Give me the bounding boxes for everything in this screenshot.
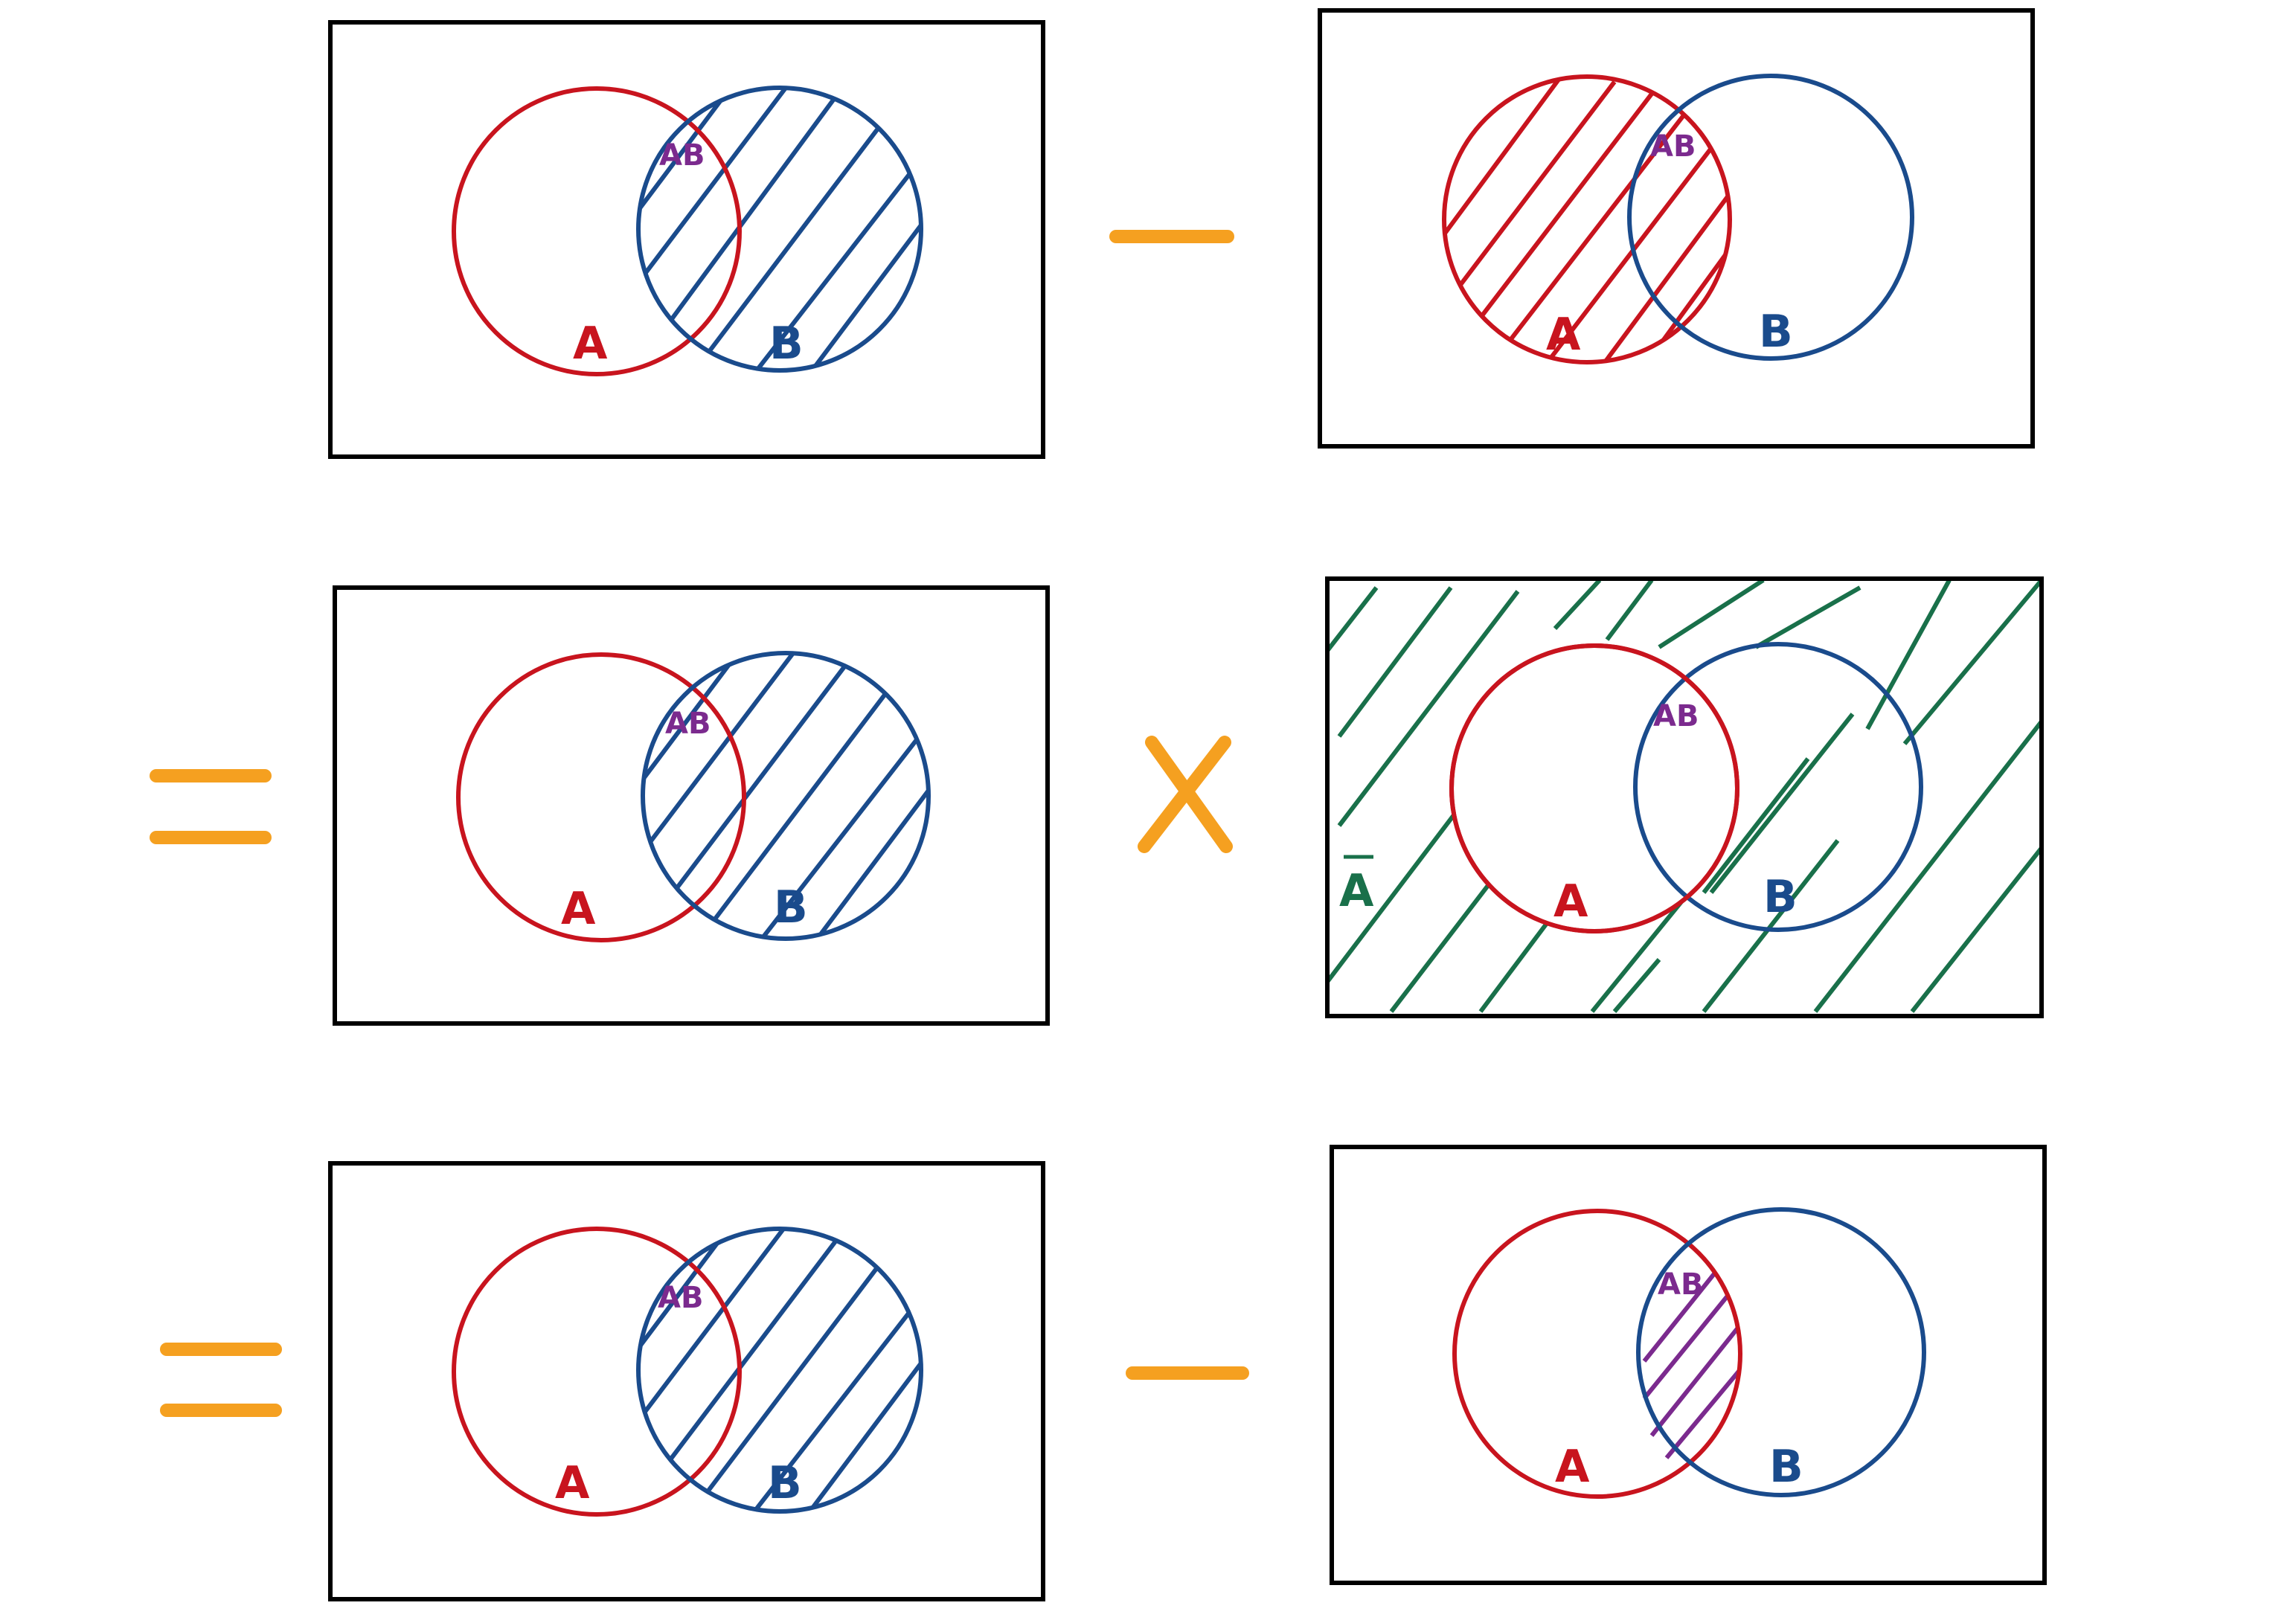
venn-diagram-row2-right: A B AB A [1325,576,2044,1018]
hatch-a [1444,77,1730,362]
label-ab: AB [659,138,705,173]
label-a: A [573,318,608,370]
hatch-complement-a [1327,579,2042,1013]
universe-frame [328,20,1045,459]
venn-diagram-row3-left: A B AB [328,1161,1045,1601]
set-a-circle [452,1227,742,1517]
set-b-circle [1636,1207,1926,1497]
redraw-a-over-b [1449,643,1739,934]
multiplication-sign [1138,736,1233,853]
label-ab: AB [1653,699,1699,733]
set-a-circle [452,86,742,376]
universe-frame [1325,576,2044,1018]
universe-frame [1318,8,2035,449]
label-b: B [774,881,808,933]
label-a: A [1555,1441,1590,1493]
label-a: A [1546,309,1581,361]
set-a-circle [1442,74,1732,364]
universe-frame [1330,1145,2047,1585]
label-b: B [1769,1441,1803,1493]
set-b-circle [636,1227,923,1514]
label-b: B [1759,306,1793,358]
equals-sign [150,769,272,844]
set-b-circle [1627,74,1914,361]
label-a: A [561,883,596,935]
label-a: A [1553,875,1588,928]
label-ab: AB [1650,129,1696,164]
label-ab: AB [665,707,711,741]
venn-diagram-row3-right: A B AB [1330,1145,2047,1585]
equals-sign [160,1343,282,1417]
set-a-circle [456,652,746,942]
label-b: B [769,318,804,370]
set-b-circle [1633,642,1923,932]
label-complement-a: A [1339,865,1374,917]
label-b: B [768,1457,802,1509]
universe-frame [333,585,1050,1026]
label-ab: AB [1658,1267,1703,1302]
venn-diagram-row1-right: A B AB [1318,8,2035,449]
label-a: A [555,1457,590,1509]
label-b: B [1763,871,1798,923]
venn-diagram-row2-left: A B AB [333,585,1050,1026]
venn-diagram-row1-left: A B AB [328,20,1045,459]
set-a-circle [1452,1209,1742,1499]
set-b-circle [641,651,931,941]
set-b-circle [636,86,923,373]
label-ab: AB [658,1281,703,1315]
universe-frame [328,1161,1045,1601]
